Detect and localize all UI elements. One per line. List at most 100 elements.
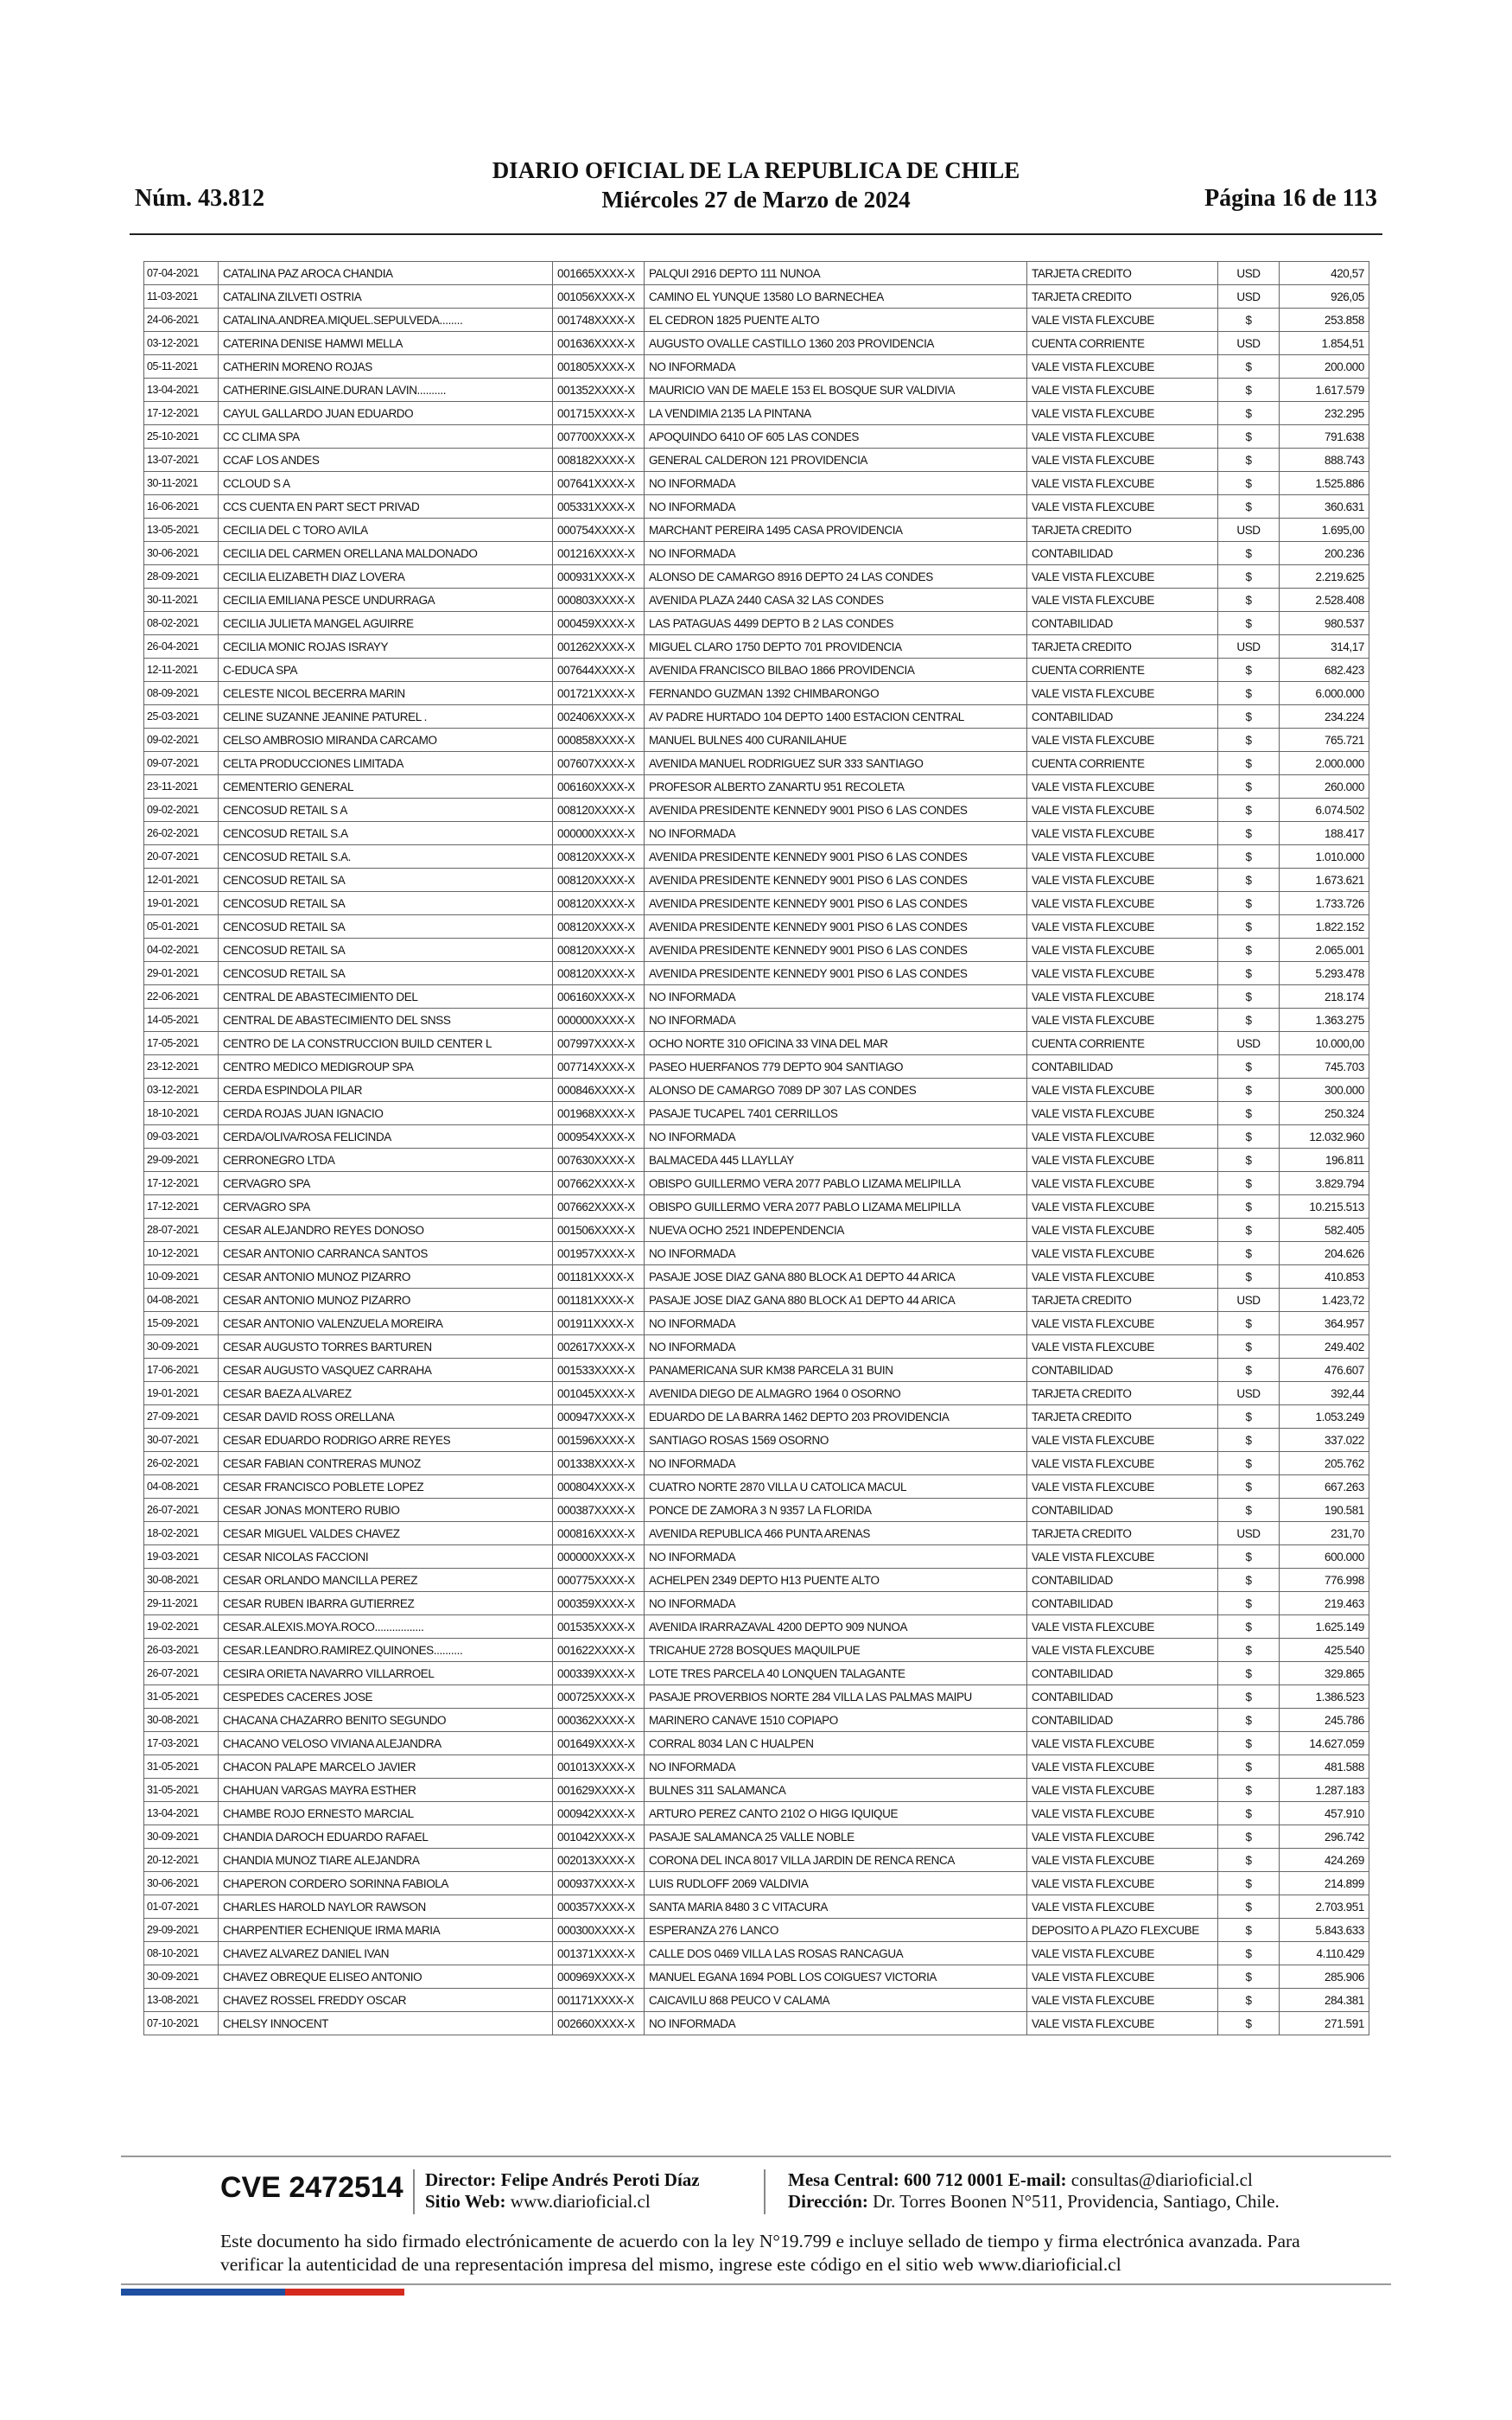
rut-cell: 001181XXXX-X	[552, 1288, 645, 1312]
address-cell: NO INFORMADA	[644, 984, 1027, 1009]
name-cell: CHANDIA MUNOZ TIARE ALEJANDRA	[218, 1848, 553, 1872]
amount-cell: 200.236	[1279, 541, 1369, 565]
address-cell: AV PADRE HURTADO 104 DEPTO 1400 ESTACION…	[644, 704, 1027, 729]
date-cell: 08-10-2021	[143, 1941, 219, 1965]
rut-cell: 007714XXXX-X	[552, 1054, 645, 1079]
address-cell: AVENIDA FRANCISCO BILBAO 1866 PROVIDENCI…	[644, 658, 1027, 682]
currency-cell: $	[1217, 868, 1280, 892]
table-row: 25-03-2021 CELINE SUZANNE JEANINE PATUREL…	[143, 704, 1369, 729]
table-row: 29-11-2021 CESAR RUBEN IBARRA GUTIERREZ 00…	[143, 1591, 1369, 1615]
payment-type-cell: CONTABILIDAD	[1026, 1498, 1218, 1522]
date-cell: 29-01-2021	[143, 961, 219, 985]
currency-cell: $	[1217, 914, 1280, 939]
table-row: 26-07-2021 CESAR JONAS MONTERO RUBIO 00038…	[143, 1498, 1369, 1522]
amount-cell: 245.786	[1279, 1708, 1369, 1732]
amount-cell: 205.762	[1279, 1451, 1369, 1475]
date-cell: 08-02-2021	[143, 611, 219, 635]
table-row: 29-09-2021 CHARPENTIER ECHENIQUE IRMA MAR…	[143, 1918, 1369, 1942]
name-cell: CERRONEGRO LTDA	[218, 1148, 553, 1172]
table-row: 18-10-2021 CERDA ROJAS JUAN IGNACIO 001968…	[143, 1101, 1369, 1125]
date-cell: 04-08-2021	[143, 1474, 219, 1499]
amount-cell: 888.743	[1279, 448, 1369, 472]
rut-cell: 001805XXXX-X	[552, 354, 645, 379]
legal-note: Este documento ha sido firmado electróni…	[220, 2231, 1300, 2275]
currency-cell: $	[1217, 424, 1280, 449]
rut-cell: 007662XXXX-X	[552, 1171, 645, 1195]
payment-type-cell: CONTABILIDAD	[1026, 611, 1218, 635]
table-row: 09-02-2021 CENCOSUD RETAIL S A 008120XXXX-…	[143, 798, 1369, 822]
date-cell: 30-06-2021	[143, 1871, 219, 1895]
currency-cell: $	[1217, 774, 1280, 799]
table-row: 04-08-2021 CESAR ANTONIO MUNOZ PIZARRO 001…	[143, 1288, 1369, 1312]
amount-cell: 284.381	[1279, 1988, 1369, 2012]
address-cell: CAMINO EL YUNQUE 13580 LO BARNECHEA	[644, 284, 1027, 309]
rut-cell: 001911XXXX-X	[552, 1311, 645, 1335]
address-cell: AVENIDA IRARRAZAVAL 4200 DEPTO 909 NUNOA	[644, 1614, 1027, 1639]
address-cell: CALLE DOS 0469 VILLA LAS ROSAS RANCAGUA	[644, 1941, 1027, 1965]
address-cell: NO INFORMADA	[644, 1334, 1027, 1359]
address-label: Dirección:	[788, 2191, 868, 2212]
payment-type-cell: VALE VISTA FLEXCUBE	[1026, 1451, 1218, 1475]
address-cell: AVENIDA PRESIDENTE KENNEDY 9001 PISO 6 L…	[644, 798, 1027, 822]
payment-type-cell: VALE VISTA FLEXCUBE	[1026, 984, 1218, 1009]
amount-cell: 776.998	[1279, 1568, 1369, 1592]
payment-type-cell: TARJETA CREDITO	[1026, 284, 1218, 309]
payment-type-cell: VALE VISTA FLEXCUBE	[1026, 1171, 1218, 1195]
table-row: 19-02-2021 CESAR.ALEXIS.MOYA.ROCO........…	[143, 1614, 1369, 1639]
rut-cell: 001748XXXX-X	[552, 308, 645, 332]
amount-cell: 218.174	[1279, 984, 1369, 1009]
currency-cell: $	[1217, 1358, 1280, 1382]
name-cell: CESAR AUGUSTO VASQUEZ CARRAHA	[218, 1358, 553, 1382]
date-cell: 17-12-2021	[143, 1194, 219, 1219]
amount-cell: 1.053.249	[1279, 1404, 1369, 1429]
rut-cell: 000942XXXX-X	[552, 1801, 645, 1825]
name-cell: CHAHUAN VARGAS MAYRA ESTHER	[218, 1778, 553, 1802]
page-number: Página 16 de 113	[1204, 185, 1377, 212]
date-cell: 07-10-2021	[143, 2011, 219, 2035]
date-cell: 25-10-2021	[143, 424, 219, 449]
rut-cell: 000357XXXX-X	[552, 1895, 645, 1919]
currency-cell: $	[1217, 938, 1280, 962]
flag-bar-blue	[121, 2289, 285, 2296]
amount-cell: 1.625.149	[1279, 1614, 1369, 1639]
address-cell: PANAMERICANA SUR KM38 PARCELA 31 BUIN	[644, 1358, 1027, 1382]
amount-cell: 314,17	[1279, 634, 1369, 659]
currency-cell: USD	[1217, 331, 1280, 355]
date-cell: 29-11-2021	[143, 1591, 219, 1615]
address-cell: PROFESOR ALBERTO ZANARTU 951 RECOLETA	[644, 774, 1027, 799]
amount-cell: 5.843.633	[1279, 1918, 1369, 1942]
currency-cell: $	[1217, 1731, 1280, 1755]
currency-cell: $	[1217, 471, 1280, 495]
payment-type-cell: VALE VISTA FLEXCUBE	[1026, 1241, 1218, 1265]
rut-cell: 000387XXXX-X	[552, 1498, 645, 1522]
amount-cell: 926,05	[1279, 284, 1369, 309]
payment-type-cell: VALE VISTA FLEXCUBE	[1026, 1941, 1218, 1965]
address-cell: ALONSO DE CAMARGO 8916 DEPTO 24 LAS COND…	[644, 564, 1027, 589]
amount-cell: 1.386.523	[1279, 1684, 1369, 1709]
rut-cell: 008120XXXX-X	[552, 868, 645, 892]
payment-type-cell: VALE VISTA FLEXCUBE	[1026, 1731, 1218, 1755]
payment-type-cell: CONTABILIDAD	[1026, 1358, 1218, 1382]
currency-cell: $	[1217, 1218, 1280, 1242]
name-cell: CESAR BAEZA ALVAREZ	[218, 1381, 553, 1405]
rut-cell: 005331XXXX-X	[552, 494, 645, 519]
name-cell: CATHERINE.GISLAINE.DURAN LAVIN..........	[218, 378, 553, 402]
date-cell: 04-08-2021	[143, 1288, 219, 1312]
name-cell: CERDA/OLIVA/ROSA FELICINDA	[218, 1124, 553, 1149]
address-cell: PONCE DE ZAMORA 3 N 9357 LA FLORIDA	[644, 1498, 1027, 1522]
currency-cell: $	[1217, 1101, 1280, 1125]
name-cell: CATALINA ZILVETI OSTRIA	[218, 284, 553, 309]
date-cell: 22-06-2021	[143, 984, 219, 1009]
currency-cell: $	[1217, 448, 1280, 472]
address-cell: PASEO HUERFANOS 779 DEPTO 904 SANTIAGO	[644, 1054, 1027, 1079]
currency-cell: $	[1217, 1148, 1280, 1172]
amount-cell: 4.110.429	[1279, 1941, 1369, 1965]
rut-cell: 000459XXXX-X	[552, 611, 645, 635]
amount-cell: 253.858	[1279, 308, 1369, 332]
payment-type-cell: VALE VISTA FLEXCUBE	[1026, 448, 1218, 472]
currency-cell: $	[1217, 1684, 1280, 1709]
address-cell: APOQUINDO 6410 OF 605 LAS CONDES	[644, 424, 1027, 449]
table-row: 20-12-2021 CHANDIA MUNOZ TIARE ALEJANDRA 0…	[143, 1848, 1369, 1872]
amount-cell: 600.000	[1279, 1544, 1369, 1569]
name-cell: CERVAGRO SPA	[218, 1194, 553, 1219]
